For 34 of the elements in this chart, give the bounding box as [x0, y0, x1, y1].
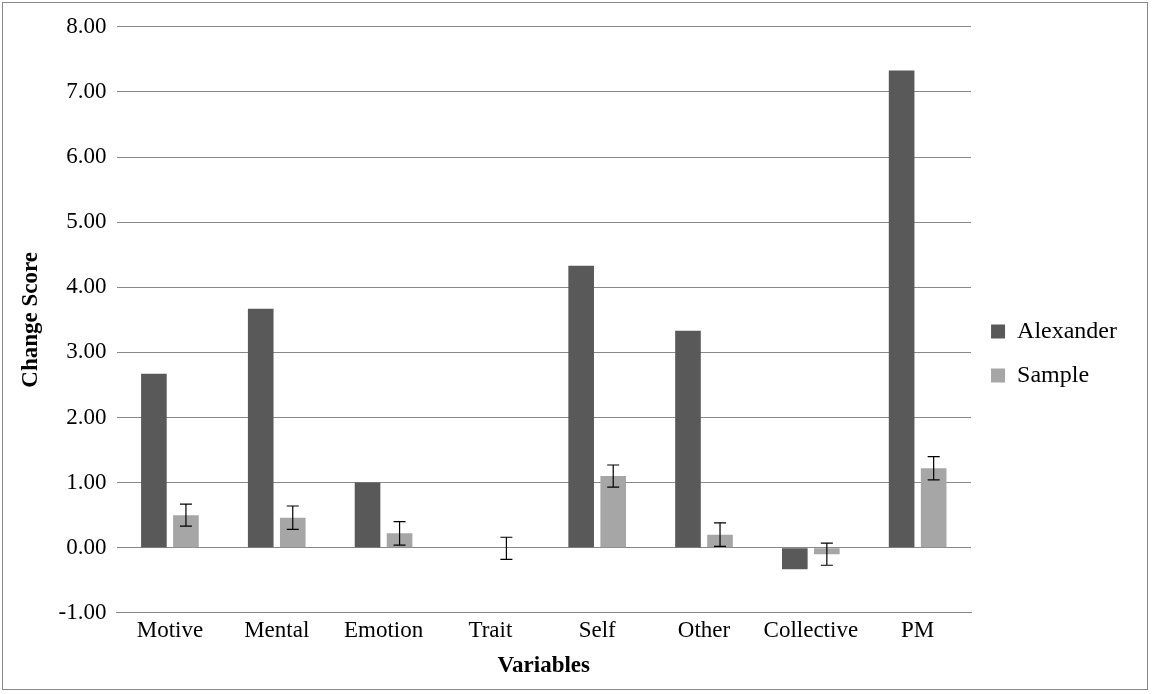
bar: [814, 548, 840, 555]
x-tick-label: Trait: [468, 616, 513, 642]
bar: [247, 308, 274, 548]
bar: [141, 373, 167, 548]
bar: [173, 515, 199, 548]
x-tick-label: Other: [677, 616, 731, 642]
bar: [675, 330, 701, 548]
y-axis-title: Change Score: [16, 251, 42, 388]
bar: [354, 482, 381, 548]
y-tick-label: -1.00: [58, 598, 107, 624]
bar: [781, 548, 808, 570]
x-tick-label: Emotion: [343, 616, 424, 642]
legend-label: Sample: [1017, 360, 1090, 387]
y-tick-label: 4.00: [66, 273, 107, 299]
y-tick-label: 0.00: [66, 533, 107, 559]
x-tick-label: PM: [901, 616, 935, 642]
y-tick-label: 7.00: [66, 77, 107, 103]
y-tick-label: 1.00: [66, 468, 107, 494]
x-tick-label: Self: [578, 616, 617, 642]
y-tick-label: 3.00: [66, 338, 107, 364]
y-tick-label: 5.00: [66, 208, 107, 234]
y-tick-label: 2.00: [66, 403, 107, 429]
x-tick-label: Motive: [136, 616, 204, 642]
bar: [920, 468, 947, 548]
bar: [279, 517, 306, 548]
bar: [888, 70, 915, 548]
x-axis-title: Variables: [497, 652, 591, 678]
y-tick-label: 8.00: [66, 12, 107, 38]
x-tick-label: Collective: [763, 616, 859, 642]
x-tick-label: Mental: [244, 616, 310, 642]
bar: [568, 265, 594, 548]
bar: [600, 476, 627, 548]
legend-label: Alexander: [1017, 316, 1118, 343]
y-tick-label: 6.00: [66, 143, 107, 169]
